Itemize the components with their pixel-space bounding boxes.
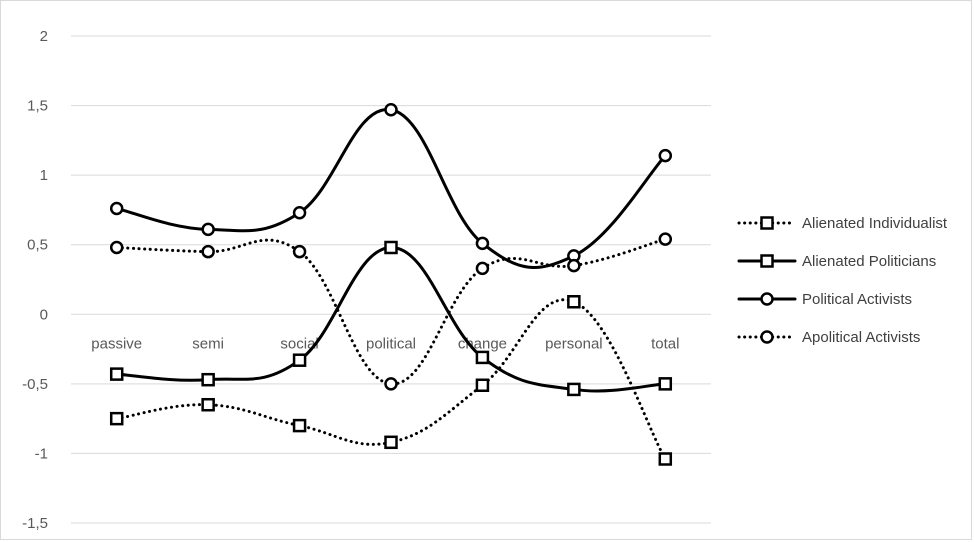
x-category-label: personal xyxy=(545,335,603,352)
y-tick-label: 0 xyxy=(40,306,48,323)
data-point xyxy=(384,435,398,450)
series-alienated-politicians xyxy=(109,240,673,397)
y-tick-label: -1 xyxy=(35,445,48,462)
legend: Alienated Individualist Alienated Politic… xyxy=(737,215,948,346)
legend-label: Alienated Individualist xyxy=(802,215,948,232)
series-alienated-individualist xyxy=(109,295,673,466)
x-category-label: change xyxy=(458,335,507,352)
data-point xyxy=(292,353,307,367)
data-point xyxy=(384,240,398,255)
legend-label: Political Activists xyxy=(802,291,912,308)
series-lines xyxy=(109,102,673,466)
x-category-label: passive xyxy=(91,335,142,352)
series-apolitical-activists xyxy=(109,232,673,391)
data-point xyxy=(658,377,673,391)
legend-label: Apolitical Activists xyxy=(802,329,920,346)
series-political-activists xyxy=(109,102,673,269)
data-point xyxy=(109,240,124,255)
data-point xyxy=(109,367,124,381)
x-category-label: political xyxy=(366,335,416,352)
y-axis-tick-labels: 2 1,5 1 0,5 0 -0,5 -1 -1,5 xyxy=(22,28,48,532)
data-point xyxy=(201,222,215,237)
y-tick-label: -1,5 xyxy=(22,515,48,532)
legend-item-alienated-politicians: Alienated Politicians xyxy=(737,253,936,270)
data-point xyxy=(109,201,124,216)
data-point xyxy=(658,148,673,163)
data-point xyxy=(201,397,215,412)
data-point xyxy=(292,244,307,259)
data-point xyxy=(567,382,581,397)
legend-item-alienated-individualist: Alienated Individualist xyxy=(737,215,948,232)
data-point xyxy=(475,350,490,365)
y-tick-label: -0,5 xyxy=(22,376,48,393)
x-category-label: social xyxy=(280,335,318,352)
y-tick-label: 1 xyxy=(40,167,48,184)
data-point xyxy=(384,102,398,117)
series-line-alienated-politicians xyxy=(115,245,667,393)
data-point xyxy=(292,205,307,220)
legend-marker xyxy=(760,330,774,344)
series-line-apolitical-activists xyxy=(115,237,667,386)
data-point xyxy=(567,295,581,309)
data-point xyxy=(658,232,673,246)
data-point xyxy=(475,261,490,276)
x-category-label: semi xyxy=(192,335,224,352)
legend-label: Alienated Politicians xyxy=(802,253,936,270)
legend-marker xyxy=(760,254,774,268)
x-axis-category-labels: passive semi social political change personal… xyxy=(91,335,679,352)
data-point xyxy=(567,258,581,273)
legend-item-apolitical-activists: Apolitical Activists xyxy=(737,329,920,346)
data-point xyxy=(475,236,490,251)
data-point xyxy=(109,411,124,426)
legend-marker xyxy=(760,216,774,230)
data-point xyxy=(475,378,490,392)
data-point xyxy=(658,452,673,466)
legend-item-political-activists: Political Activists xyxy=(737,291,912,308)
data-point xyxy=(201,244,215,259)
y-tick-label: 0,5 xyxy=(27,237,48,254)
data-point xyxy=(384,377,398,391)
legend-marker xyxy=(760,292,774,306)
data-point xyxy=(201,372,215,387)
y-tick-label: 2 xyxy=(40,28,48,45)
y-tick-label: 1,5 xyxy=(27,98,48,115)
x-category-label: total xyxy=(651,335,679,352)
data-point xyxy=(292,418,307,433)
